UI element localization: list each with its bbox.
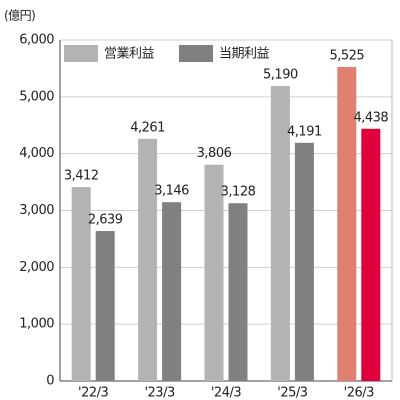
value-label: 4,261 bbox=[130, 120, 165, 135]
value-label: 5,525 bbox=[329, 48, 364, 63]
y-tick-label: 2,000 bbox=[19, 260, 54, 275]
bar bbox=[138, 138, 158, 381]
value-label: 3,128 bbox=[221, 185, 256, 200]
value-label: 3,412 bbox=[64, 169, 99, 184]
y-tick-label: 0 bbox=[46, 374, 54, 389]
y-tick-label: 4,000 bbox=[19, 146, 54, 161]
x-tick-label: '26/3 bbox=[344, 386, 374, 400]
bar bbox=[95, 231, 115, 381]
x-tick-label: '23/3 bbox=[144, 386, 174, 400]
legend-swatch bbox=[64, 45, 98, 62]
bar bbox=[270, 86, 290, 381]
bar bbox=[71, 187, 91, 381]
legend-swatch bbox=[179, 45, 213, 62]
value-label: 4,191 bbox=[287, 124, 322, 139]
value-label: 3,806 bbox=[197, 146, 232, 161]
bar bbox=[162, 202, 182, 381]
legend-label: 当期利益 bbox=[219, 47, 270, 62]
value-label: 3,146 bbox=[154, 184, 189, 199]
bar bbox=[228, 203, 248, 381]
value-label: 5,190 bbox=[263, 68, 298, 83]
bar bbox=[337, 66, 357, 381]
value-label: 2,639 bbox=[88, 213, 123, 228]
x-tick-label: '24/3 bbox=[211, 386, 241, 400]
unit-label: (億円) bbox=[4, 9, 35, 23]
bar bbox=[294, 142, 314, 381]
y-tick-label: 5,000 bbox=[19, 89, 54, 104]
y-tick-label: 1,000 bbox=[19, 317, 54, 332]
bar bbox=[361, 128, 381, 381]
legend-label: 営業利益 bbox=[104, 46, 155, 62]
y-tick-label: 6,000 bbox=[19, 33, 54, 48]
bar bbox=[204, 164, 224, 381]
y-tick-label: 3,000 bbox=[19, 203, 54, 218]
value-label: 4,438 bbox=[353, 110, 388, 125]
x-tick-label: '25/3 bbox=[277, 386, 307, 400]
x-tick-label: '22/3 bbox=[78, 386, 108, 400]
